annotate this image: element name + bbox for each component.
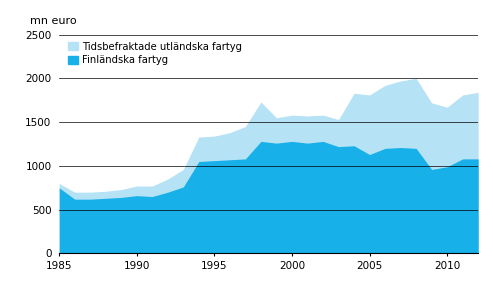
Text: mn euro: mn euro — [30, 16, 76, 26]
Legend: Tidsbefraktade utländska fartyg, Finländska fartyg: Tidsbefraktade utländska fartyg, Finländ… — [69, 42, 243, 65]
